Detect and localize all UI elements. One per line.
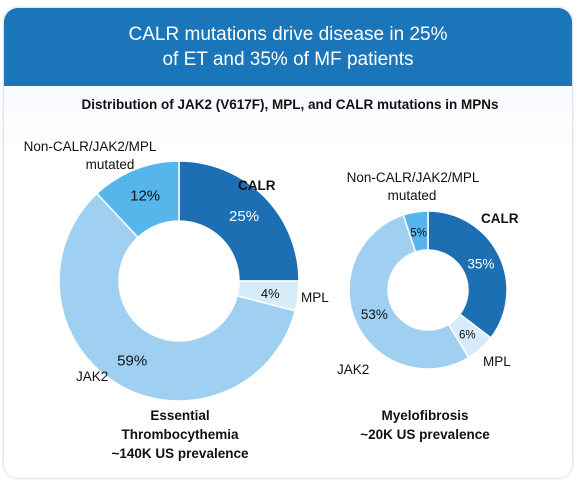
et-caption-line-3: ~140K US prevalence [111,446,249,461]
mf-value-label-mpl: 6% [459,330,476,342]
et-calr-label: CALR [238,178,276,193]
mf-other-label-line-1: Non-CALR/JAK2/MPL [347,170,480,185]
mf-caption-line-1: Myelofibrosis [381,408,469,423]
et-caption-line-2: Thrombocythemia [121,427,239,442]
et-value-label-calr: 25% [229,208,259,225]
et-caption: Essential Thrombocythemia ~140K US preva… [95,406,265,463]
et-jak2-label: JAK2 [76,369,108,384]
et-slice-jak2 [58,192,297,402]
mf-donut: 35% 6% 53% 5% [348,210,508,370]
chart-subtitle: Distribution of JAK2 (V617F), MPL, and C… [81,97,499,112]
mf-calr-label: CALR [481,211,519,226]
et-value-label-non-calr-jak2-mpl-mutated: 12% [130,188,160,205]
header-banner: CALR mutations drive disease in 25% of E… [4,8,572,86]
mf-slice-non-calr-jak2-mpl-mutated [402,210,429,253]
et-caption-line-1: Essential [150,408,210,423]
et-other-label-line-2: mutated [86,157,135,172]
mf-value-label-non-calr-jak2-mpl-mutated: 5% [410,227,427,239]
mf-jak2-label: JAK2 [337,362,369,377]
mf-caption-line-2: ~20K US prevalence [360,427,490,442]
et-slice-calr [178,160,300,282]
et-other-label-line-1: Non-CALR/JAK2/MPL [24,139,157,154]
headline-line-2: of ET and 35% of MF patients [162,49,414,70]
et-donut: 25% 4% 59% 12% [58,160,300,402]
mf-mpl-label: MPL [483,354,511,369]
et-value-label-jak2: 59% [117,352,147,369]
mf-slice-jak2 [348,213,470,370]
et-value-label-mpl: 4% [261,286,280,301]
mf-value-label-calr: 35% [467,257,494,272]
mf-other-label-line-2: mutated [388,188,437,203]
mf-slice-calr [427,210,508,339]
mf-value-label-jak2: 53% [361,307,388,322]
mf-caption: Myelofibrosis ~20K US prevalence [340,406,510,444]
headline-line-1: CALR mutations drive disease in 25% [128,24,448,45]
et-slice-non-calr-jak2-mpl-mutated [95,160,180,239]
et-mpl-label: MPL [301,290,329,305]
